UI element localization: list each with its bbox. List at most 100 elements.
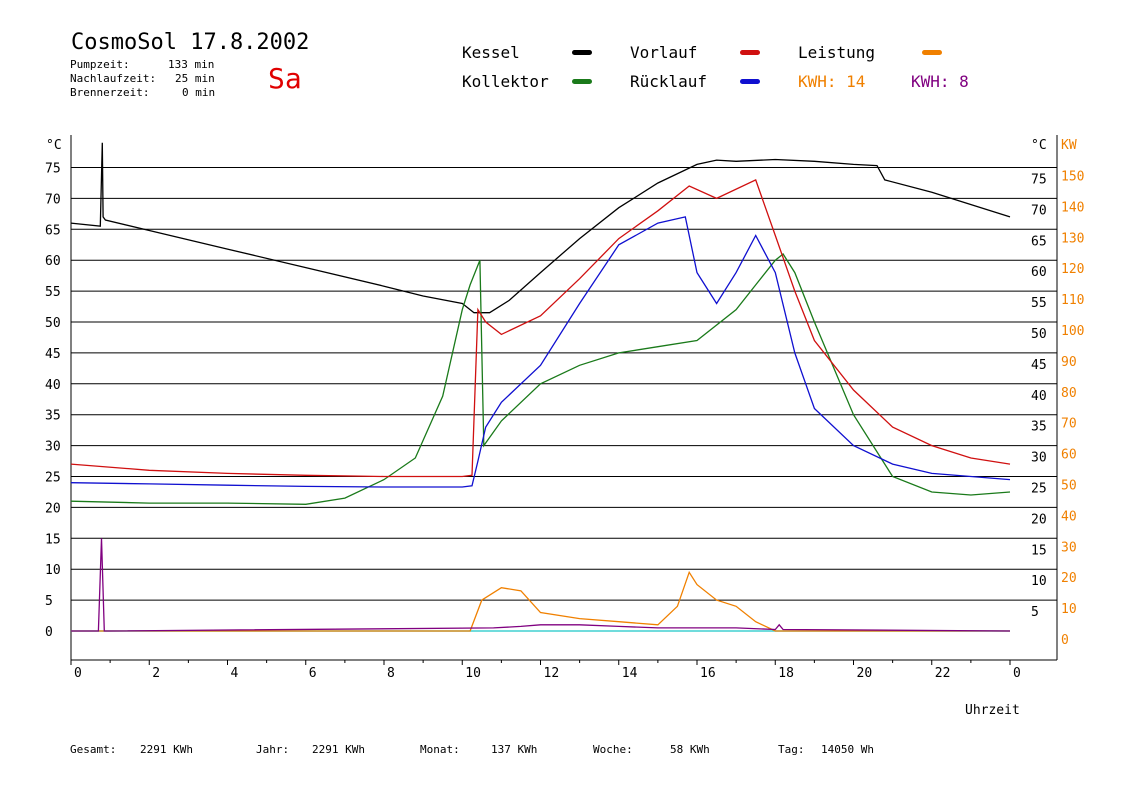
- footer-gesamt-label: Gesamt:: [70, 743, 117, 756]
- series-line-kwh-8: [71, 538, 1011, 632]
- brennerzeit-value: 0 min: [182, 86, 216, 99]
- x-tick-label: 0: [74, 666, 82, 681]
- x-tick-label: 0: [1013, 666, 1021, 681]
- y-axis-unit-right: °C: [1031, 138, 1047, 153]
- nachlaufzeit-label: Nachlaufzeit:: [70, 72, 157, 85]
- kw-tick-label: 130: [1061, 231, 1084, 246]
- series-line-r-cklauf: [70, 216, 1011, 488]
- y-axis-unit-kw: KW: [1061, 138, 1077, 153]
- series-lines: [70, 142, 1011, 632]
- y-tick-label-right: 60: [1031, 265, 1047, 280]
- x-tick-label: 2: [152, 666, 160, 681]
- y-tick-label-left: 5: [45, 594, 53, 609]
- y-tick-label-left: 15: [45, 532, 61, 547]
- y-tick-label-left: 45: [45, 347, 61, 362]
- kw-tick-label: 20: [1061, 571, 1077, 586]
- y-tick-label-left: 65: [45, 223, 61, 238]
- footer-tag-value: 14050 Wh: [821, 743, 874, 756]
- kw-tick-label: 100: [1061, 324, 1084, 339]
- pumpzeit-label: Pumpzeit:: [70, 58, 130, 71]
- y-tick-label-right: 5: [1031, 605, 1039, 620]
- y-tick-label-right: 55: [1031, 296, 1047, 311]
- y-tick-label-right: 20: [1031, 512, 1047, 527]
- footer-woche-value: 58 KWh: [670, 743, 710, 756]
- kw-tick-label: 140: [1061, 200, 1084, 215]
- brennerzeit-label: Brennerzeit:: [70, 86, 150, 99]
- kw-tick-label: 80: [1061, 386, 1077, 401]
- x-tick-label: 4: [231, 666, 239, 681]
- legend-kwh-8: KWH: 8: [911, 72, 969, 91]
- kw-tick-label: 120: [1061, 262, 1084, 277]
- legend-kessel: Kessel: [462, 43, 520, 62]
- legend-leistung-swatch: [922, 50, 942, 55]
- series-line-leistung: [71, 570, 1010, 632]
- y-tick-label-left: 0: [45, 625, 53, 640]
- kw-tick-label: 60: [1061, 448, 1077, 463]
- footer-gesamt-value: 2291 KWh: [140, 743, 193, 756]
- kw-tick-label: 90: [1061, 355, 1077, 370]
- weekday-label: Sa: [268, 62, 302, 95]
- y-axis-unit-left: °C: [46, 138, 62, 153]
- y-tick-label-right: 15: [1031, 543, 1047, 558]
- legend-vorlauf: Vorlauf: [630, 43, 698, 62]
- x-tick-label: 14: [622, 666, 638, 681]
- y-tick-label-left: 20: [45, 501, 61, 516]
- footer-monat-value: 137 KWh: [491, 743, 538, 756]
- legend-kwh-14: KWH: 14: [798, 72, 866, 91]
- kw-tick-label: 70: [1061, 417, 1077, 432]
- y-tick-label-left: 35: [45, 409, 61, 424]
- series-line-kollektor: [70, 253, 1011, 505]
- legend-ruecklauf-swatch: [740, 79, 760, 84]
- kw-tick-label: 40: [1061, 509, 1077, 524]
- y-tick-label-right: 45: [1031, 358, 1047, 373]
- legend-kollektor: Kollektor: [462, 72, 549, 91]
- footer-jahr-value: 2291 KWh: [312, 743, 365, 756]
- series-line-vorlauf: [70, 179, 1011, 478]
- footer-woche-label: Woche:: [593, 743, 633, 756]
- kw-tick-label: 10: [1061, 602, 1077, 617]
- y-tick-label-left: 55: [45, 285, 61, 300]
- chart-title: CosmoSol 17.8.2002: [71, 30, 310, 55]
- kw-tick-label: 30: [1061, 540, 1077, 555]
- x-tick-label: 6: [309, 666, 317, 681]
- y-tick-label-right: 40: [1031, 389, 1047, 404]
- y-tick-label-left: 30: [45, 440, 61, 455]
- x-tick-label: 20: [857, 666, 873, 681]
- kw-tick-label: 150: [1061, 170, 1084, 185]
- y-tick-label-right: 70: [1031, 203, 1047, 218]
- axes: [70, 135, 1058, 665]
- x-tick-label: 16: [700, 666, 716, 681]
- series-line-kessel: [70, 142, 1011, 314]
- y-tick-label-left: 25: [45, 471, 61, 486]
- y-tick-label-right: 50: [1031, 327, 1047, 342]
- legend-kessel-swatch: [572, 50, 592, 55]
- nachlaufzeit-value: 25 min: [175, 72, 215, 85]
- kw-tick-label: 50: [1061, 479, 1077, 494]
- y-tick-label-left: 50: [45, 316, 61, 331]
- y-tick-label-left: 75: [45, 162, 61, 177]
- x-tick-label: 22: [935, 666, 951, 681]
- pumpzeit-value: 133 min: [168, 58, 215, 71]
- kw-tick-label: 110: [1061, 293, 1084, 308]
- legend-kollektor-swatch: [572, 79, 592, 84]
- x-tick-label: 10: [465, 666, 481, 681]
- y-tick-label-left: 70: [45, 192, 61, 207]
- y-tick-label-right: 35: [1031, 420, 1047, 435]
- y-tick-label-right: 75: [1031, 173, 1047, 188]
- tick-labels: 0510152025303540455055606570755101520253…: [45, 162, 1084, 682]
- y-tick-label-right: 10: [1031, 574, 1047, 589]
- x-tick-label: 18: [778, 666, 794, 681]
- y-tick-label-left: 40: [45, 378, 61, 393]
- legend-vorlauf-swatch: [740, 50, 760, 55]
- footer-tag-label: Tag:: [778, 743, 805, 756]
- y-tick-label-left: 10: [45, 563, 61, 578]
- footer-monat-label: Monat:: [420, 743, 460, 756]
- y-tick-label-left: 60: [45, 254, 61, 269]
- y-tick-label-right: 30: [1031, 451, 1047, 466]
- kw-tick-label: 0: [1061, 633, 1069, 648]
- y-tick-label-right: 25: [1031, 482, 1047, 497]
- x-tick-label: 8: [387, 666, 395, 681]
- footer-jahr-label: Jahr:: [256, 743, 290, 756]
- x-axis-label: Uhrzeit: [965, 703, 1020, 718]
